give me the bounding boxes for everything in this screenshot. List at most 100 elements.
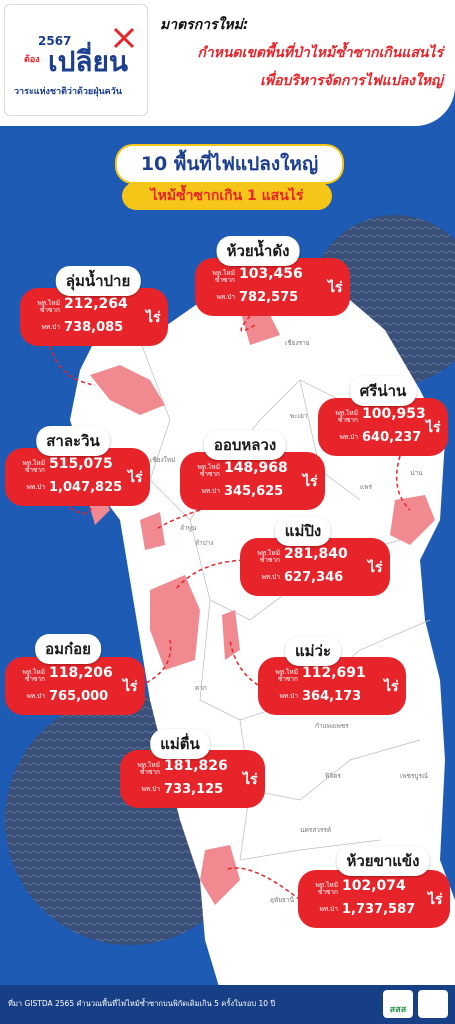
place-label: เชียงใหม่ [150,456,176,464]
place-label: เชียงราย [285,339,310,347]
place-label: ตาก [195,684,207,692]
burned-label: พท.ไหม้ซ้ำซาก [275,668,298,683]
forest-value: 765,000 [49,689,109,704]
footer [0,985,455,1024]
area-card: พท.ไหม้ซ้ำซาก 102,074 พท.ป่า 1,737,587 ไร่ [298,870,450,928]
burned-value: 515,075 [49,456,113,472]
area-card: พท.ไหม้ซ้ำซาก 103,456 พท.ป่า 782,575 ไร่ [195,258,350,316]
unit-label: ไร่ [368,560,383,576]
unit-label: ไร่ [128,470,143,486]
forest-value: 1,047,825 [49,480,123,495]
unit-label: ไร่ [243,772,258,788]
place-label: ลำปาง [195,539,214,547]
place-label: เพชรบูรณ์ [400,772,429,780]
area-card: พท.ไหม้ซ้ำซาก 100,953 พท.ป่า 640,237 ไร่ [318,398,448,456]
burned-label: พท.ไหม้ซ้ำซาก [212,269,235,284]
burned-value: 100,953 [362,406,426,422]
header-title: เพื่อบริหารจัดการไฟแปลงใหญ่ [260,73,443,89]
area-card: พท.ไหม้ซ้ำซาก 281,840 พท.ป่า 627,346 ไร่ [240,538,390,596]
logo-box [4,4,148,116]
forest-value: 345,625 [224,484,284,499]
burned-label: พท.ไหม้ซ้ำซาก [315,881,338,896]
header-title: กำหนดเขตพื้นที่ป่าไหม้ซ้ำซากเกินแสนไร่ [197,45,443,61]
unit-label: ไร่ [384,679,399,695]
area-name: ลุ่มน้ำปาย [55,266,141,296]
forest-label: พท.ป่า [279,692,298,700]
burned-value: 103,456 [239,266,303,282]
forest-value: 733,125 [164,782,224,797]
forest-value: 738,085 [64,320,124,335]
burned-label: พท.ไหม้ซ้ำซาก [37,299,60,314]
burned-value: 148,968 [224,460,288,476]
partner-logo [418,990,448,1018]
burned-label: พท.ไหม้ซ้ำซาก [257,549,280,564]
area-card: พท.ไหม้ซ้ำซาก 118,206 พท.ป่า 765,000 ไร่ [5,657,145,715]
forest-value: 627,346 [284,570,344,585]
area-name: ห้วยขาแข้ง [336,846,430,876]
area-card: พท.ไหม้ซ้ำซาก 212,264 พท.ป่า 738,085 ไร่ [20,288,168,346]
area-card: พท.ไหม้ซ้ำซาก 148,968 พท.ป่า 345,625 ไร่ [180,452,325,510]
place-label: ลำพูน [180,524,197,532]
area-name: แม่ปิง [274,516,332,546]
map-land [70,285,455,990]
place-label: นครสวรรค์ [300,826,332,834]
footer-logo: สสส [383,990,413,1018]
forest-label: พท.ป่า [319,905,338,913]
banner-title: 10 พื้นที่ไฟแปลงใหญ่ [115,144,344,184]
forest-label: พท.ป่า [26,692,45,700]
unit-label: ไร่ [123,679,138,695]
logo-change: เปลี่ยน [48,45,129,78]
burned-label: พท.ไหม้ซ้ำซาก [22,668,45,683]
unit-label: ไร่ [328,280,343,296]
forest-label: พท.ป่า [201,487,220,495]
area-card: พท.ไหม้ซ้ำซาก 515,075 พท.ป่า 1,047,825 ไร่ [5,448,150,506]
place-label: พิจิตร [325,772,341,780]
place-label: น่าน [410,469,423,477]
area-name: ศรีน่าน [349,376,417,406]
area-name: อมก๋อย [35,634,101,664]
banner-subtitle: ไหม้ซ้ำซากเกิน 1 แสนไร่ [122,182,332,210]
forest-label: พท.ป่า [26,483,45,491]
unit-label: ไร่ [303,474,318,490]
burned-label: พท.ไหม้ซ้ำซาก [197,463,220,478]
logo-must: ต้อง [24,55,40,65]
unit-label: ไร่ [426,420,441,436]
place-label: แพร่ [360,483,372,491]
area-name: แม่ว่ะ [284,636,342,666]
forest-label: พท.ป่า [41,323,60,331]
area-name: สาละวิน [36,426,110,456]
place-label: กำแพงเพชร [315,722,349,730]
burned-label: พท.ไหม้ซ้ำซาก [22,459,45,474]
logo-x [113,27,135,49]
forest-value: 364,173 [302,689,362,704]
area-name: ห้วยน้ำดัง [216,236,300,266]
burned-label: พท.ไหม้ซ้ำซาก [137,761,160,776]
burned-value: 102,074 [342,878,406,894]
area-card: พท.ไหม้ซ้ำซาก 181,826 พท.ป่า 733,125 ไร่ [120,750,265,808]
logo-year: 2567 [38,34,72,48]
forest-label: พท.ป่า [261,573,280,581]
area-name: ออบหลวง [203,430,287,460]
place-label: อุทัยธานี [270,896,295,904]
forest-value: 1,737,587 [342,902,416,917]
forest-label: พท.ป่า [141,785,160,793]
place-label: พะเยา [290,412,308,420]
forest-value: 640,237 [362,430,422,445]
unit-label: ไร่ [428,892,443,908]
forest-value: 782,575 [239,290,299,305]
area-name: แม่ตื่น [150,729,210,759]
forest-label: พท.ป่า [339,433,358,441]
burned-value: 212,264 [64,296,128,312]
fire-zones [85,310,435,905]
unit-label: ไร่ [146,310,161,326]
forest-label: พท.ป่า [216,293,235,301]
logo-tagline: วาระแห่งชาติว่าด้วยฝุ่นควัน [14,87,122,97]
header-title: มาตรการใหม่: [160,17,249,33]
burned-value: 281,840 [284,546,348,562]
burned-label: พท.ไหม้ซ้ำซาก [335,409,358,424]
footer-source: ที่มา GISTDA 2565 คำนวณพื้นที่ไฟไหม้ซ้ำซ… [8,999,276,1008]
area-card: พท.ไหม้ซ้ำซาก 112,691 พท.ป่า 364,173 ไร่ [258,657,406,715]
burned-value: 181,826 [164,758,228,774]
burned-value: 118,206 [49,665,113,681]
